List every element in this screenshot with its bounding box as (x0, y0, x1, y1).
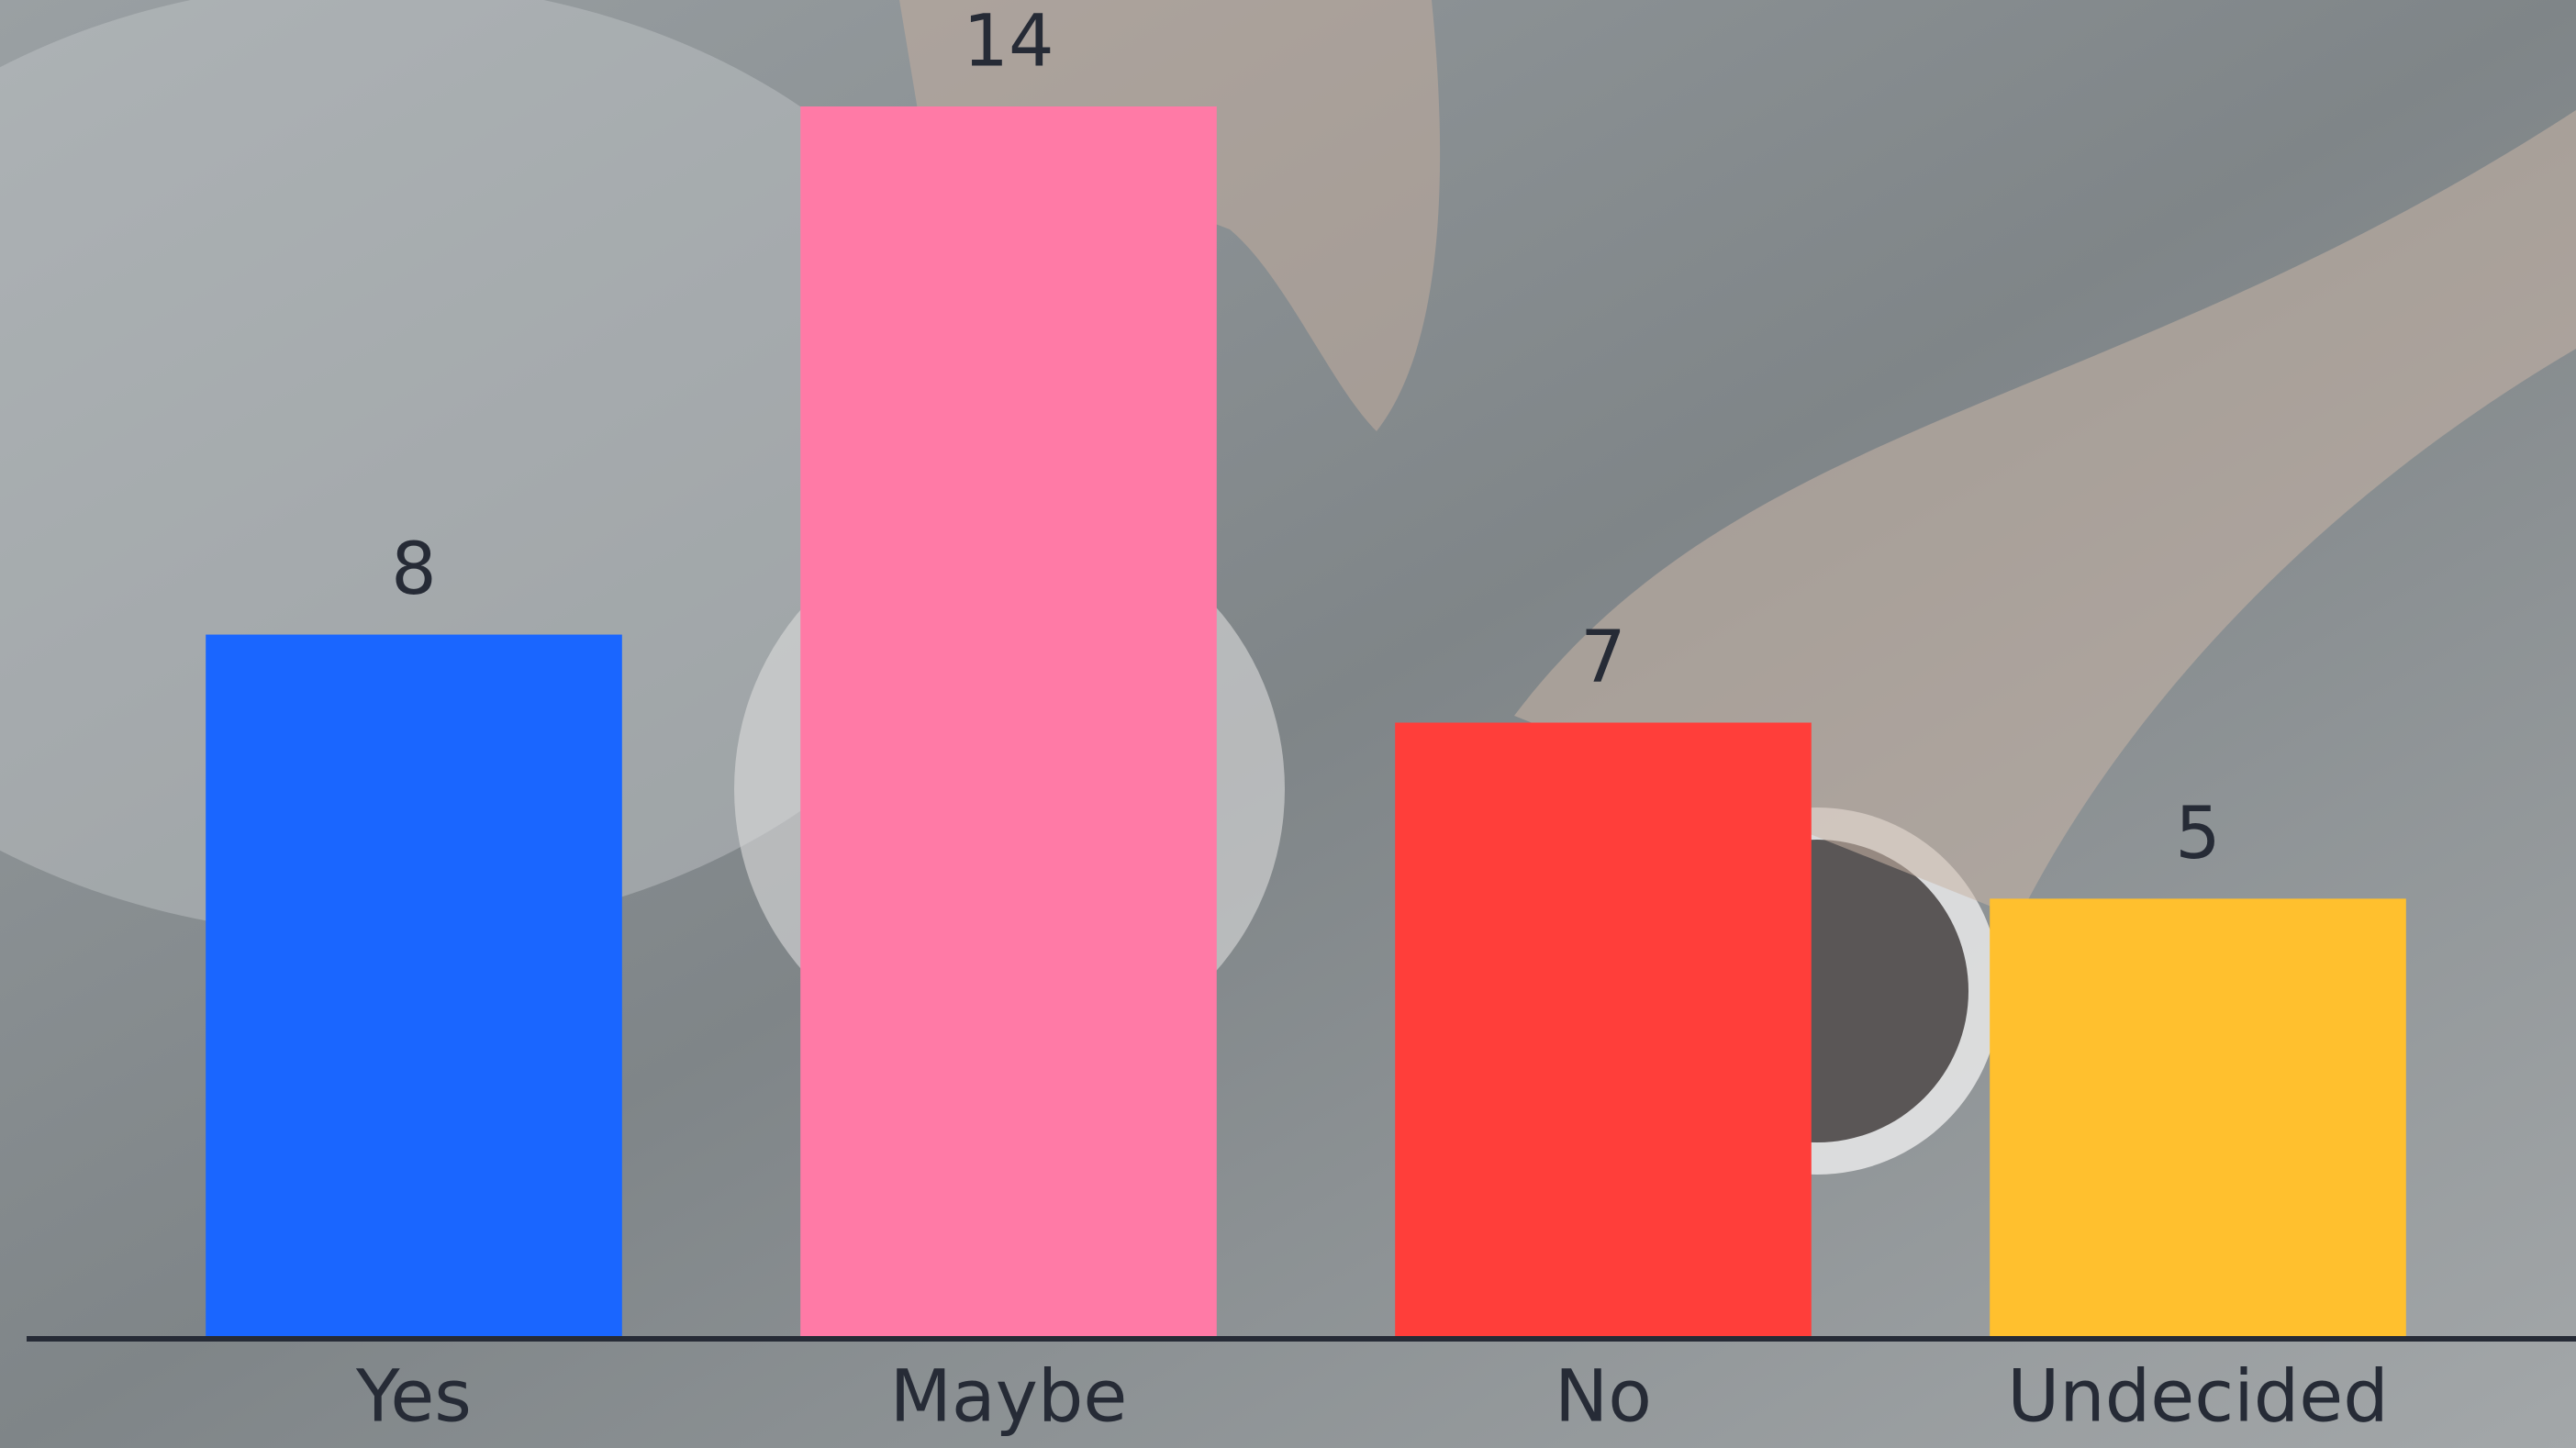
data-label: 5 (2175, 793, 2221, 875)
x-tick-label: No (1555, 1355, 1652, 1438)
x-tick-label: Yes (355, 1355, 472, 1438)
bar (1990, 898, 2406, 1339)
bar (800, 106, 1217, 1339)
bar (206, 634, 622, 1339)
background-hand (1514, 110, 2576, 918)
data-label: 7 (1580, 617, 1626, 699)
bar (1395, 722, 1812, 1339)
data-label: 14 (963, 0, 1054, 83)
data-label: 8 (391, 529, 437, 611)
x-tick-label: Undecided (2007, 1355, 2389, 1438)
x-tick-label: Maybe (890, 1355, 1128, 1438)
